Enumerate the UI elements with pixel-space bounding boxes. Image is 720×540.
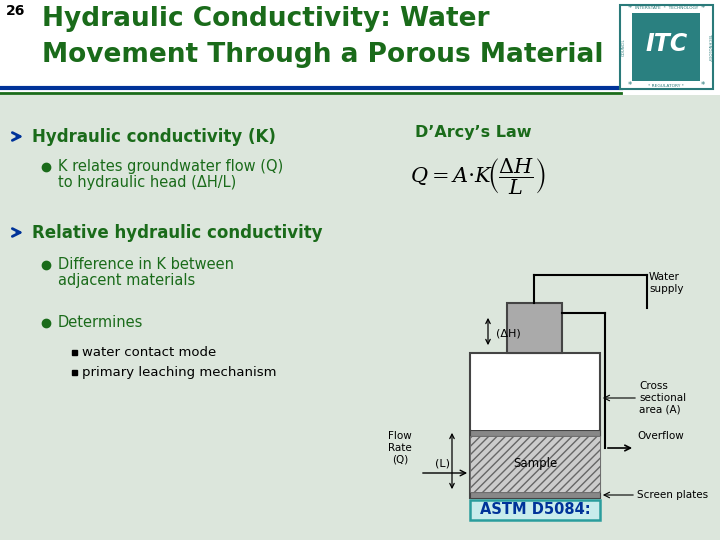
- Text: adjacent materials: adjacent materials: [58, 273, 195, 288]
- Bar: [472, 363, 598, 430]
- FancyBboxPatch shape: [470, 500, 600, 520]
- Text: *: *: [627, 4, 631, 14]
- Text: Relative hydraulic conductivity: Relative hydraulic conductivity: [32, 224, 323, 241]
- Text: Hydraulic conductivity (K): Hydraulic conductivity (K): [32, 127, 276, 145]
- Text: Hydraulic Conductivity: Water: Hydraulic Conductivity: Water: [42, 6, 490, 32]
- Bar: [72, 370, 77, 375]
- Text: Difference in K between: Difference in K between: [58, 257, 234, 272]
- Bar: [470, 430, 600, 436]
- Text: Movement Through a Porous Material: Movement Through a Porous Material: [42, 42, 603, 68]
- Text: (L): (L): [435, 459, 450, 469]
- Text: (ΔH): (ΔH): [496, 328, 521, 338]
- Text: K relates groundwater flow (Q): K relates groundwater flow (Q): [58, 159, 283, 174]
- Text: Flow
Rate
(Q): Flow Rate (Q): [388, 431, 412, 464]
- Text: INTERSTATE  *  TECHNOLOGY: INTERSTATE * TECHNOLOGY: [635, 6, 698, 10]
- Bar: [507, 303, 562, 353]
- Text: Water
supply: Water supply: [649, 272, 683, 294]
- Text: Sample: Sample: [513, 457, 557, 470]
- Bar: [470, 492, 600, 498]
- Text: *: *: [701, 4, 706, 14]
- Text: Cross
sectional
area (A): Cross sectional area (A): [639, 381, 686, 415]
- Text: $Q=A{\cdot}K\!\left(\dfrac{\Delta H}{L}\right)$: $Q=A{\cdot}K\!\left(\dfrac{\Delta H}{L}\…: [410, 156, 546, 197]
- FancyBboxPatch shape: [620, 5, 713, 89]
- FancyBboxPatch shape: [632, 14, 701, 81]
- Text: *: *: [627, 81, 631, 90]
- Text: water contact mode: water contact mode: [82, 346, 216, 359]
- Text: COUNCIL: COUNCIL: [621, 38, 626, 56]
- Text: D’Arcy’s Law: D’Arcy’s Law: [415, 125, 531, 139]
- Text: primary leaching mechanism: primary leaching mechanism: [82, 366, 276, 379]
- Text: ASTM D5084:: ASTM D5084:: [480, 503, 590, 517]
- Text: 26: 26: [6, 4, 25, 18]
- Bar: [72, 350, 77, 355]
- Text: Screen plates: Screen plates: [637, 490, 708, 500]
- Text: * REGULATORY *: * REGULATORY *: [649, 84, 684, 88]
- Text: Determines: Determines: [58, 315, 143, 330]
- Text: TECHNOLOGY: TECHNOLOGY: [707, 34, 711, 60]
- Text: *: *: [701, 81, 706, 90]
- Text: to hydraulic head (ΔH/L): to hydraulic head (ΔH/L): [58, 175, 236, 190]
- Text: ITC: ITC: [645, 32, 688, 56]
- Text: Overflow: Overflow: [637, 431, 684, 441]
- Bar: [470, 353, 600, 498]
- Bar: [470, 436, 600, 492]
